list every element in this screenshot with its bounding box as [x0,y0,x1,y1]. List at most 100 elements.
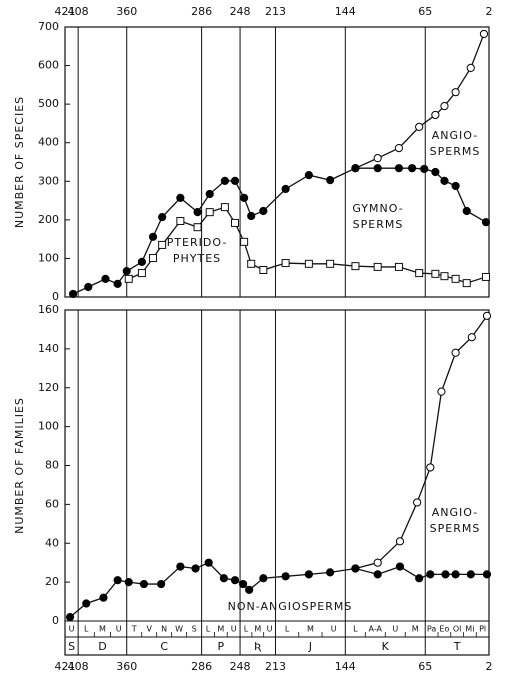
epoch-label: L [353,625,358,634]
data-point [139,579,149,589]
data-point [193,223,202,232]
data-point [482,311,492,320]
epoch-label: U [69,625,75,634]
x-tick-label: 286 [191,660,212,673]
y-tick-label: 120 [38,381,59,394]
epoch-label: M [307,625,314,634]
data-point [466,570,475,579]
data-point [451,570,460,579]
data-point [158,213,167,222]
x-tick-label: 248 [230,5,251,18]
data-point [113,576,122,585]
data-point [137,257,147,266]
x-tick-label: 408 [68,660,89,673]
data-point [482,570,492,579]
epoch-label: Pl [479,625,486,634]
data-point [426,463,435,472]
data-point [415,574,424,583]
data-point [351,564,360,573]
epoch-label: M [412,625,419,634]
epoch-label: U [267,625,273,634]
data-point [394,144,404,153]
epoch-label: A-A [369,625,383,634]
data-point [413,498,422,507]
data-point [395,537,405,546]
data-point [440,272,449,281]
epoch-label: U [231,625,237,634]
data-point [431,269,440,278]
y-tick-label: 400 [38,136,59,149]
data-point [157,579,166,589]
series-label: ANGIO- [432,129,478,142]
epoch-label: T [131,625,137,634]
epoch-label: L [285,625,290,634]
y-tick-label: 600 [38,59,59,72]
y-tick-label: 0 [52,614,59,627]
data-point [176,193,185,202]
x-tick-label: 408 [68,5,89,18]
data-point [394,164,404,173]
data-point [451,274,460,283]
data-point [82,599,91,608]
period-label: D [98,640,106,653]
data-point [351,262,360,271]
epoch-label: M [217,625,224,634]
data-point [373,154,382,163]
period-label: S [68,640,75,653]
data-point [124,274,133,283]
data-point [441,570,450,579]
data-point [122,267,131,276]
epoch-label: Pa [427,625,436,634]
x-tick-label: 360 [116,660,137,673]
x-tick-label: 421 [55,5,76,18]
data-point [259,266,268,274]
data-point [239,579,248,589]
period-label: Ʀ [254,640,262,653]
data-point [451,348,460,357]
epoch-label: N [161,625,167,634]
y-tick-label: 700 [38,20,59,33]
data-point [149,254,158,263]
y-tick-label: 500 [38,97,59,110]
epoch-label: U [116,625,122,634]
x-tick-label: 65 [418,5,432,18]
data-point [205,189,214,199]
data-point [440,176,449,185]
data-point [247,211,256,221]
data-point [481,272,490,281]
data-point [326,568,335,577]
data-point [437,387,446,396]
data-point [99,593,108,602]
data-point [373,570,382,579]
y-axis-title: NUMBER OF FAMILIES [13,397,26,534]
x-tick-label: 213 [265,5,286,18]
data-point [230,576,240,585]
series-label: SPERMS [353,218,404,231]
data-point [259,206,268,216]
data-point [373,262,382,271]
data-point [176,562,185,571]
y-tick-label: 20 [45,575,59,588]
data-point [415,122,424,132]
series-label: PTERIDO- [167,236,228,249]
data-point [451,181,460,191]
period-label: K [382,640,390,653]
epoch-label: Mi [465,625,474,634]
data-point [304,570,313,579]
data-point [467,333,476,342]
epoch-label: L [84,625,89,634]
y-tick-label: 160 [38,303,59,316]
data-point [240,193,249,202]
epoch-label: Eo [439,625,449,634]
data-point [281,259,290,268]
data-point [220,176,229,185]
data-point [65,613,75,622]
epoch-label: Ol [453,625,462,634]
y-tick-label: 200 [38,213,59,226]
data-point [395,562,405,571]
data-point [481,218,491,227]
data-point [431,167,440,177]
data-point [462,279,471,288]
data-point [231,218,240,227]
epoch-label: M [99,625,106,634]
